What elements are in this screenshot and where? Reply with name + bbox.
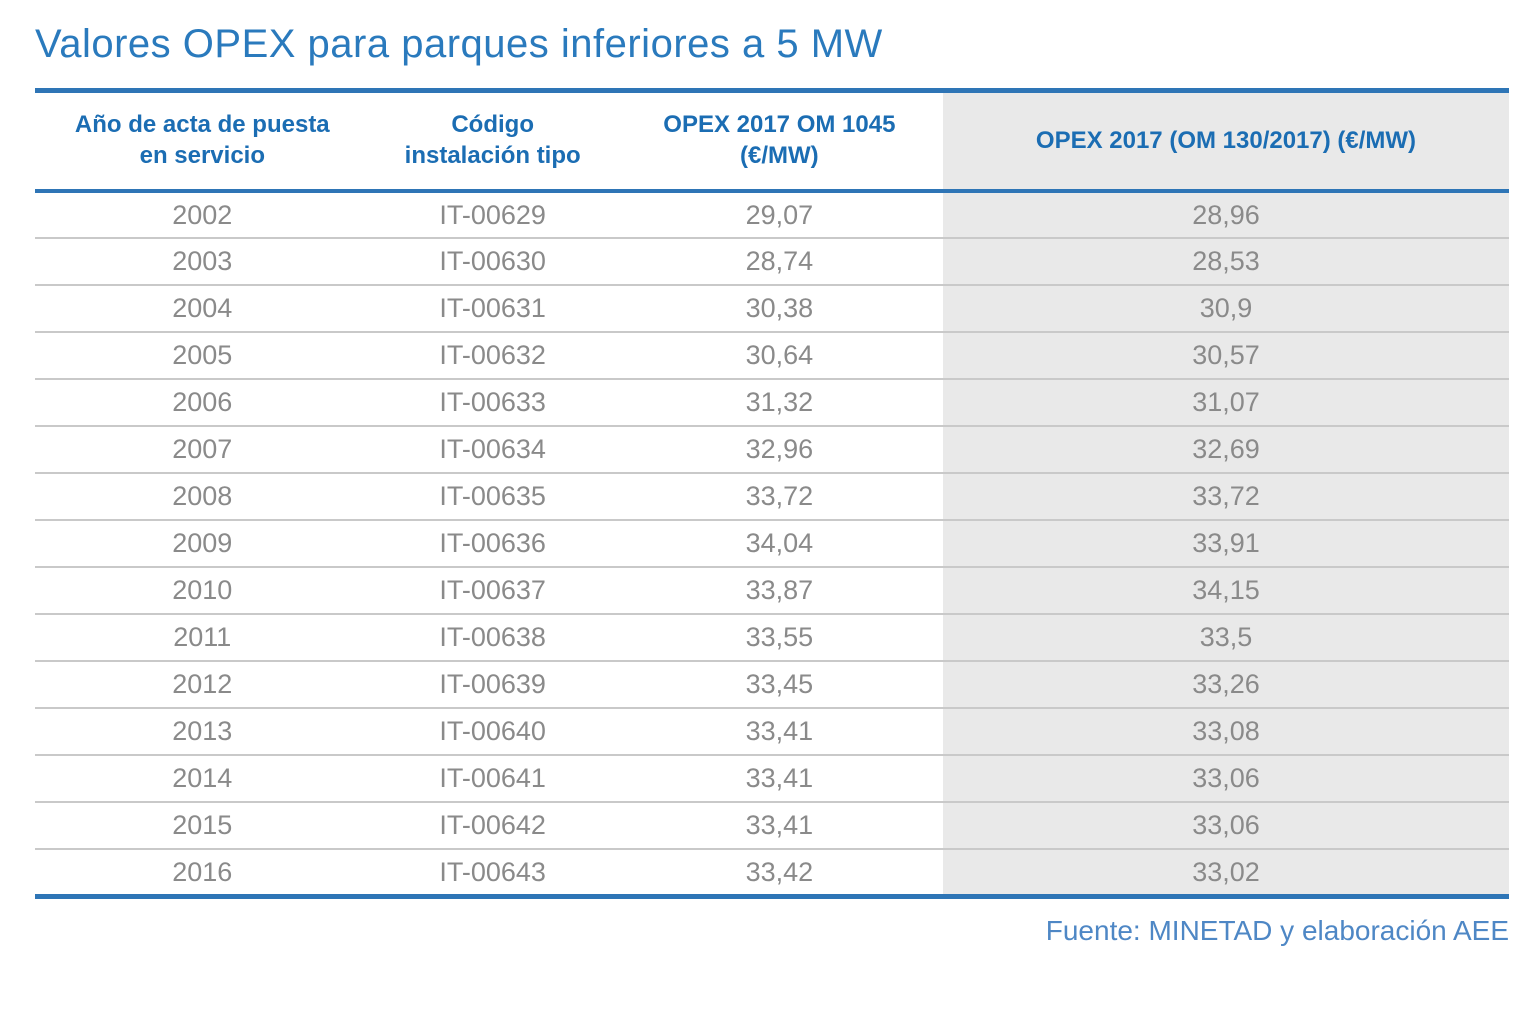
table-row: 2006 IT-00633 31,32 31,07	[35, 379, 1509, 428]
cell-installation-code: IT-00639	[369, 661, 616, 710]
table-row: 2005 IT-00632 30,64 30,57	[35, 332, 1509, 381]
cell-installation-code: IT-00632	[369, 332, 616, 381]
cell-installation-code: IT-00636	[369, 520, 616, 569]
column-header-year: Año de acta de puesta en servicio	[35, 88, 370, 194]
cell-year: 2014	[35, 755, 370, 804]
cell-year: 2012	[35, 661, 370, 710]
cell-installation-code: IT-00635	[369, 473, 616, 522]
cell-year: 2015	[35, 802, 370, 851]
cell-opex-om-130-2017: 30,57	[942, 332, 1509, 381]
cell-opex-om-130-2017: 33,91	[942, 520, 1509, 569]
cell-year: 2006	[35, 379, 370, 428]
cell-opex-om-130-2017: 28,96	[942, 191, 1509, 240]
cell-opex-om-1045: 34,04	[615, 520, 943, 569]
cell-year: 2010	[35, 567, 370, 616]
column-header-opex-om-1045: OPEX 2017 OM 1045 (€/MW)	[615, 88, 943, 194]
cell-opex-om-130-2017: 34,15	[942, 567, 1509, 616]
cell-installation-code: IT-00637	[369, 567, 616, 616]
cell-year: 2013	[35, 708, 370, 757]
cell-opex-om-1045: 28,74	[615, 238, 943, 287]
table-header: Año de acta de puesta en servicio Código…	[35, 88, 1509, 194]
page-title: Valores OPEX para parques inferiores a 5…	[35, 22, 883, 66]
cell-opex-om-130-2017: 33,02	[942, 849, 1509, 899]
table-row: 2002 IT-00629 29,07 28,96	[35, 191, 1509, 240]
cell-year: 2011	[35, 614, 370, 663]
column-header-installation-code: Código instalación tipo	[369, 88, 616, 194]
table-row: 2007 IT-00634 32,96 32,69	[35, 426, 1509, 475]
table-row: 2016 IT-00643 33,42 33,02	[35, 849, 1509, 899]
table-row: 2010 IT-00637 33,87 34,15	[35, 567, 1509, 616]
cell-installation-code: IT-00629	[369, 191, 616, 240]
table-row: 2008 IT-00635 33,72 33,72	[35, 473, 1509, 522]
cell-opex-om-130-2017: 30,9	[942, 285, 1509, 334]
cell-opex-om-1045: 30,64	[615, 332, 943, 381]
cell-installation-code: IT-00638	[369, 614, 616, 663]
table-row: 2003 IT-00630 28,74 28,53	[35, 238, 1509, 287]
cell-opex-om-130-2017: 32,69	[942, 426, 1509, 475]
cell-opex-om-130-2017: 33,26	[942, 661, 1509, 710]
cell-year: 2002	[35, 191, 370, 240]
table-row: 2009 IT-00636 34,04 33,91	[35, 520, 1509, 569]
cell-installation-code: IT-00642	[369, 802, 616, 851]
cell-opex-om-130-2017: 33,08	[942, 708, 1509, 757]
cell-opex-om-1045: 33,72	[615, 473, 943, 522]
cell-opex-om-130-2017: 33,72	[942, 473, 1509, 522]
cell-opex-om-1045: 31,32	[615, 379, 943, 428]
cell-installation-code: IT-00631	[369, 285, 616, 334]
cell-opex-om-130-2017: 31,07	[942, 379, 1509, 428]
cell-opex-om-1045: 30,38	[615, 285, 943, 334]
cell-opex-om-130-2017: 28,53	[942, 238, 1509, 287]
cell-year: 2005	[35, 332, 370, 381]
cell-opex-om-1045: 33,41	[615, 755, 943, 804]
table-row: 2011 IT-00638 33,55 33,5	[35, 614, 1509, 663]
cell-installation-code: IT-00640	[369, 708, 616, 757]
opex-table: Año de acta de puesta en servicio Código…	[35, 88, 1509, 899]
table-header-row: Año de acta de puesta en servicio Código…	[35, 88, 1509, 194]
cell-installation-code: IT-00633	[369, 379, 616, 428]
cell-opex-om-1045: 33,41	[615, 708, 943, 757]
cell-year: 2004	[35, 285, 370, 334]
table-row: 2015 IT-00642 33,41 33,06	[35, 802, 1509, 851]
cell-installation-code: IT-00630	[369, 238, 616, 287]
column-header-opex-om-130-2017: OPEX 2017 (OM 130/2017) (€/MW)	[942, 88, 1509, 194]
cell-year: 2009	[35, 520, 370, 569]
cell-opex-om-1045: 33,45	[615, 661, 943, 710]
table-body: 2002 IT-00629 29,07 28,96 2003 IT-00630 28,74 2…	[35, 191, 1509, 899]
cell-opex-om-130-2017: 33,06	[942, 802, 1509, 851]
table-row: 2014 IT-00641 33,41 33,06	[35, 755, 1509, 804]
cell-installation-code: IT-00641	[369, 755, 616, 804]
source-caption: Fuente: MINETAD y elaboración AEE	[1045, 914, 1509, 946]
table-row: 2004 IT-00631 30,38 30,9	[35, 285, 1509, 334]
table-row: 2013 IT-00640 33,41 33,08	[35, 708, 1509, 757]
cell-opex-om-130-2017: 33,06	[942, 755, 1509, 804]
cell-opex-om-1045: 33,41	[615, 802, 943, 851]
cell-year: 2003	[35, 238, 370, 287]
cell-year: 2007	[35, 426, 370, 475]
cell-year: 2016	[35, 849, 370, 899]
cell-installation-code: IT-00634	[369, 426, 616, 475]
cell-year: 2008	[35, 473, 370, 522]
cell-opex-om-1045: 33,55	[615, 614, 943, 663]
cell-opex-om-1045: 33,87	[615, 567, 943, 616]
cell-opex-om-1045: 32,96	[615, 426, 943, 475]
cell-installation-code: IT-00643	[369, 849, 616, 899]
table-row: 2012 IT-00639 33,45 33,26	[35, 661, 1509, 710]
cell-opex-om-1045: 33,42	[615, 849, 943, 899]
cell-opex-om-1045: 29,07	[615, 191, 943, 240]
cell-opex-om-130-2017: 33,5	[942, 614, 1509, 663]
